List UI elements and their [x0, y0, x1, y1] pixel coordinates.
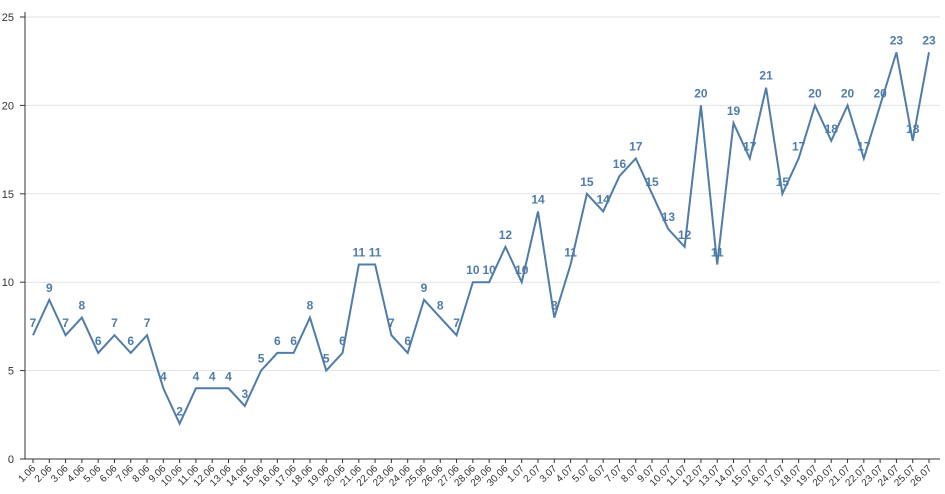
data-label: 14 — [531, 192, 545, 206]
data-label: 4 — [193, 369, 200, 383]
data-label: 11 — [564, 246, 577, 260]
data-label: 23 — [922, 33, 936, 47]
data-label: 13 — [662, 210, 676, 224]
data-label: 20 — [694, 86, 708, 100]
data-label: 10 — [482, 263, 496, 277]
data-label: 4 — [209, 369, 216, 383]
data-label: 6 — [95, 334, 102, 348]
data-label: 11 — [352, 246, 365, 260]
data-label: 20 — [808, 86, 822, 100]
data-label: 12 — [499, 228, 513, 242]
data-label: 2 — [176, 405, 183, 419]
data-label: 11 — [369, 246, 382, 260]
data-label: 6 — [274, 334, 281, 348]
data-label: 17 — [743, 139, 757, 153]
data-label: 15 — [580, 175, 594, 189]
data-label: 20 — [873, 86, 887, 100]
data-label: 5 — [323, 352, 330, 366]
data-label: 3 — [241, 387, 248, 401]
y-tick-label: 15 — [2, 189, 14, 201]
data-label: 18 — [825, 122, 839, 136]
data-label: 21 — [759, 69, 773, 83]
data-line — [32, 52, 930, 427]
data-label: 18 — [906, 122, 920, 136]
data-label: 12 — [678, 228, 692, 242]
data-label: 7 — [453, 316, 460, 330]
data-label: 16 — [613, 157, 627, 171]
data-label: 5 — [258, 352, 265, 366]
y-tick-label: 10 — [2, 277, 14, 289]
data-label: 19 — [727, 104, 741, 118]
data-label: 15 — [776, 175, 790, 189]
data-label: 7 — [144, 316, 151, 330]
y-tick-label: 5 — [8, 366, 14, 378]
data-label: 20 — [841, 86, 855, 100]
data-label: 6 — [339, 334, 346, 348]
data-label: 9 — [46, 281, 53, 295]
data-label: 6 — [127, 334, 134, 348]
y-tick-label: 25 — [2, 12, 14, 24]
y-tick-label: 0 — [8, 454, 14, 466]
data-label: 7 — [30, 316, 37, 330]
data-label: 4 — [225, 369, 232, 383]
data-label: 4 — [160, 369, 167, 383]
data-label: 6 — [404, 334, 411, 348]
data-label: 17 — [792, 139, 806, 153]
data-label: 17 — [857, 139, 871, 153]
data-label: 10 — [466, 263, 480, 277]
data-label: 7 — [62, 316, 69, 330]
data-label: 8 — [551, 299, 558, 313]
data-label: 17 — [629, 139, 643, 153]
data-label: 11 — [711, 246, 724, 260]
data-label: 7 — [111, 316, 118, 330]
data-label: 15 — [645, 175, 659, 189]
data-label: 8 — [307, 299, 314, 313]
y-tick-label: 20 — [2, 100, 14, 112]
data-label: 8 — [79, 299, 86, 313]
data-label: 10 — [515, 263, 529, 277]
data-label: 9 — [421, 281, 428, 295]
data-label: 6 — [290, 334, 297, 348]
data-label: 14 — [597, 192, 611, 206]
data-label: 23 — [890, 33, 904, 47]
data-label: 7 — [388, 316, 395, 330]
data-label: 8 — [437, 299, 444, 313]
